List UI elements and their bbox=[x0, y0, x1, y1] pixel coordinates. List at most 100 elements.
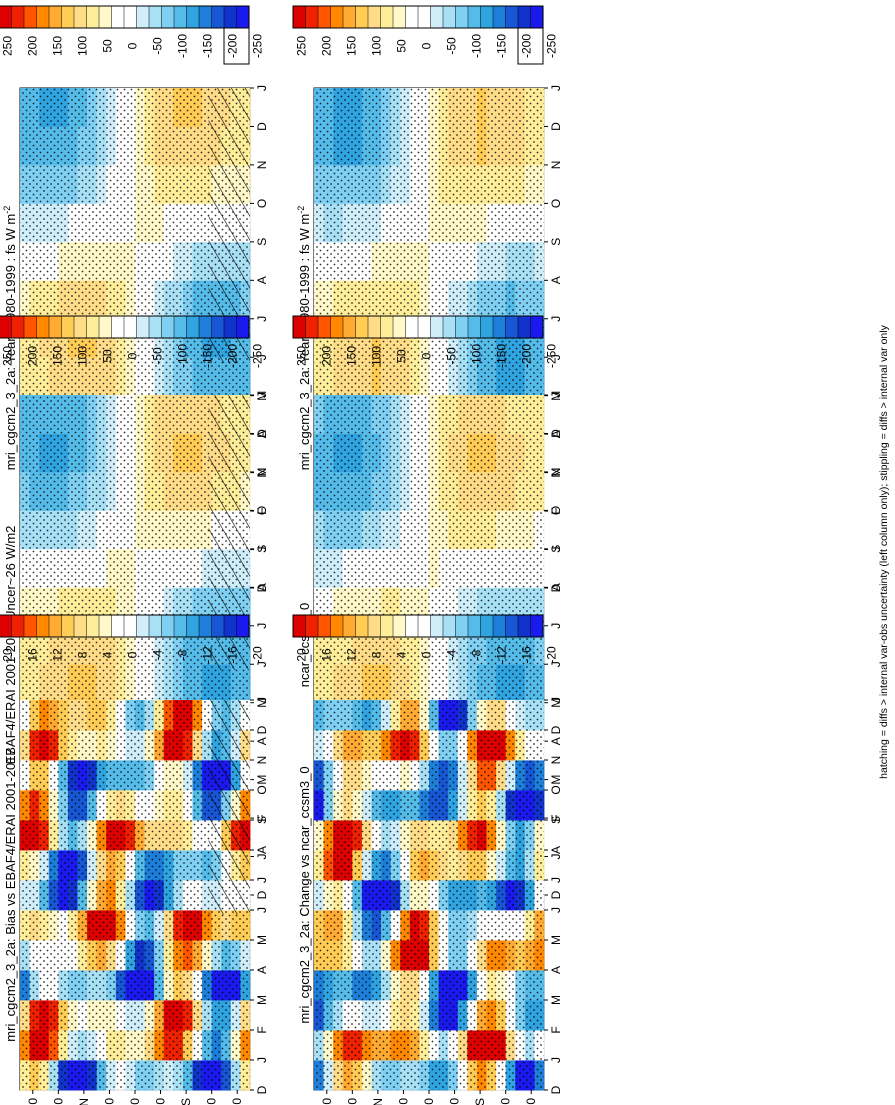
colorbar-swatch bbox=[211, 5, 225, 29]
colorbar-swatch bbox=[223, 614, 238, 638]
colorbar-swatch bbox=[123, 5, 138, 29]
colorbar-swatch bbox=[367, 315, 382, 339]
colorbar-swatch bbox=[467, 5, 482, 29]
colorbar-swatch bbox=[148, 5, 163, 29]
colorbar-swatch bbox=[492, 614, 507, 638]
colorbar-swatch bbox=[23, 5, 38, 29]
colorbar-swatch bbox=[11, 614, 25, 638]
x-tick-label: M bbox=[255, 698, 269, 708]
y-tick-label: 80 bbox=[524, 1098, 538, 1105]
colorbar-swatch bbox=[530, 614, 544, 638]
colorbar-tick-label: -150 bbox=[495, 34, 509, 58]
colorbar-swatch bbox=[392, 315, 407, 339]
colorbar-swatch bbox=[136, 315, 150, 339]
colorbar-left-middle: 250 200 150 100 50 0 -50 -100 -150 -200 -250 bbox=[0, 315, 265, 368]
colorbar-swatch bbox=[355, 315, 369, 339]
x-tick-label: O bbox=[549, 506, 563, 515]
x-tick-label: M bbox=[255, 468, 269, 478]
colorbar-swatch bbox=[330, 5, 344, 29]
x-tick-label: A bbox=[549, 430, 563, 438]
colorbar-border bbox=[0, 614, 250, 638]
colorbar-swatch bbox=[211, 614, 225, 638]
colorbar-swatch bbox=[380, 5, 394, 29]
x-tick-label: J bbox=[549, 1057, 563, 1063]
colorbar-swatch bbox=[223, 315, 238, 339]
colorbar-tick-label: -150 bbox=[201, 344, 215, 368]
colorbar-swatch bbox=[330, 315, 344, 339]
x-tick-label: A bbox=[549, 846, 563, 854]
colorbar-swatch bbox=[136, 5, 150, 29]
colorbar-swatch bbox=[173, 5, 188, 29]
x-tick-label: D bbox=[255, 583, 269, 592]
x-tick-label: J bbox=[549, 392, 563, 398]
hatching bbox=[208, 700, 250, 915]
colorbar-tick-label: -50 bbox=[445, 347, 459, 365]
colorbar-swatch bbox=[455, 614, 469, 638]
colorbar-tick-label: -16 bbox=[520, 646, 534, 664]
x-tick-label: D bbox=[255, 890, 269, 899]
colorbar-tick-label: 200 bbox=[320, 346, 334, 366]
colorbar-swatch bbox=[223, 5, 238, 29]
colorbar-tick-label: 100 bbox=[370, 36, 384, 56]
colorbar-swatch bbox=[186, 315, 200, 339]
x-tick-label: J bbox=[549, 697, 563, 703]
colorbar-tick-label: -20 bbox=[545, 646, 559, 664]
x-tick-label: D bbox=[255, 122, 269, 131]
x-tick-label: J bbox=[255, 547, 269, 553]
y-tick-label: °S bbox=[473, 1098, 487, 1105]
colorbar-swatch bbox=[111, 5, 125, 29]
colorbar-swatch bbox=[505, 5, 519, 29]
colorbar-tick-label: -200 bbox=[226, 34, 240, 58]
colorbar-swatch bbox=[305, 614, 319, 638]
y-tick-label: °S bbox=[179, 1098, 193, 1105]
colorbar-swatch bbox=[417, 315, 432, 339]
y-tick-label: 80 bbox=[320, 1098, 334, 1105]
colorbar-swatch bbox=[442, 5, 457, 29]
colorbar-swatch bbox=[148, 315, 163, 339]
x-tick-label: N bbox=[549, 756, 563, 765]
colorbar-tick-label: 100 bbox=[370, 346, 384, 366]
colorbar-swatch bbox=[317, 5, 332, 29]
colorbar-tick-label: -100 bbox=[176, 344, 190, 368]
x-tick-label: J bbox=[255, 697, 269, 703]
colorbar-swatch bbox=[392, 5, 407, 29]
y-tick-label: 60 bbox=[51, 1098, 65, 1105]
colorbar-tick-label: -16 bbox=[226, 646, 240, 664]
x-tick-label: A bbox=[255, 846, 269, 854]
colorbar-tick-label: 0 bbox=[126, 651, 140, 658]
x-tick-label: O bbox=[255, 199, 269, 208]
x-tick-label: D bbox=[549, 429, 563, 438]
colorbar-swatch bbox=[198, 315, 213, 339]
x-tick-label: J bbox=[549, 854, 563, 860]
colorbar-swatch bbox=[61, 315, 75, 339]
colorbar-swatch bbox=[367, 614, 382, 638]
x-tick-label: D bbox=[549, 890, 563, 899]
x-tick-label: J bbox=[549, 877, 563, 883]
colorbar-swatch bbox=[198, 5, 213, 29]
x-tick-label: N bbox=[549, 161, 563, 170]
colorbar-swatch bbox=[198, 614, 213, 638]
x-tick-label: J bbox=[255, 316, 269, 322]
colorbar-swatch bbox=[111, 614, 125, 638]
colorbar-swatch bbox=[480, 5, 494, 29]
colorbar-swatch bbox=[161, 315, 175, 339]
colorbar-swatch bbox=[211, 315, 225, 339]
panel-title: mri_cgcm2_3_2a: Bias vs EBAF4/ERAI 2001-… bbox=[3, 748, 18, 1041]
colorbar-swatch bbox=[61, 614, 75, 638]
colorbar-swatch bbox=[36, 5, 50, 29]
colorbar-tick-label: 12 bbox=[345, 648, 359, 662]
x-tick-label: D bbox=[255, 1085, 269, 1094]
x-tick-label: J bbox=[255, 392, 269, 398]
colorbar-swatch bbox=[236, 5, 250, 29]
colorbar-tick-label: 250 bbox=[295, 346, 309, 366]
colorbar-tick-label: -8 bbox=[176, 649, 190, 660]
colorbar-swatch bbox=[48, 5, 63, 29]
colorbar-tick-label: -8 bbox=[470, 649, 484, 660]
colorbar-tick-label: 100 bbox=[76, 36, 90, 56]
colorbar-swatch bbox=[61, 5, 75, 29]
y-tick-label: 20 bbox=[154, 1098, 168, 1105]
colorbar-swatch bbox=[173, 315, 188, 339]
x-tick-label: S bbox=[549, 816, 563, 824]
